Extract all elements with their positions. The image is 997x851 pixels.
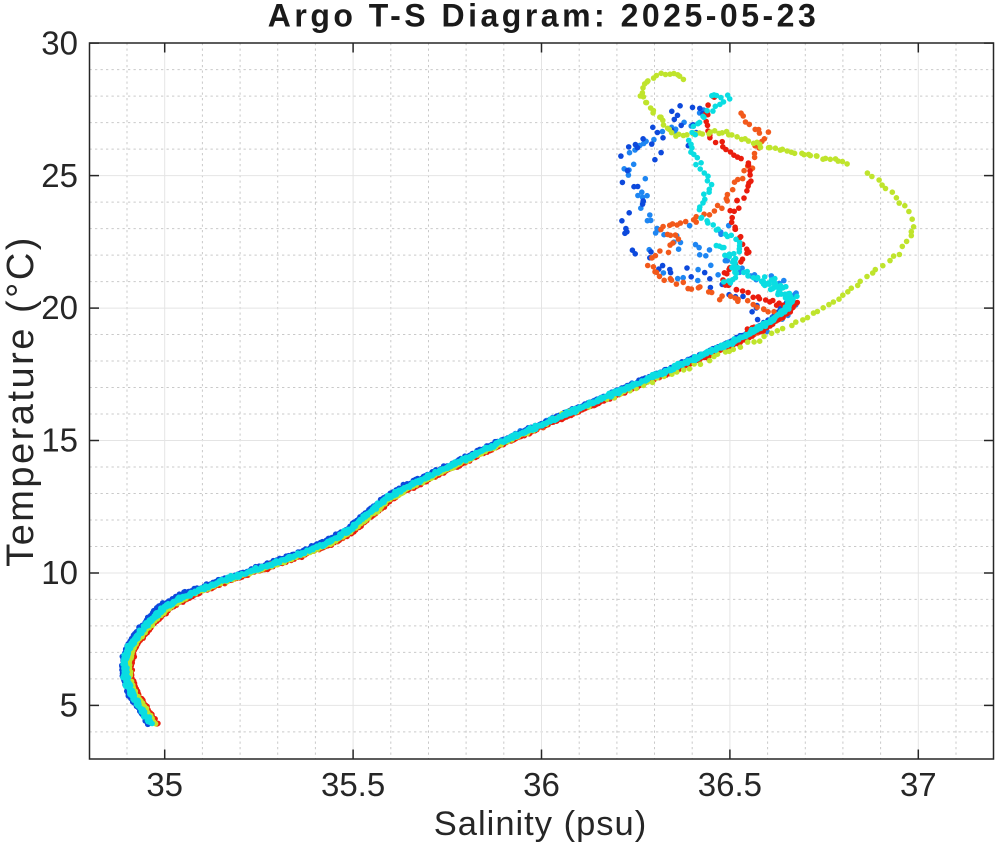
svg-text:35.5: 35.5 (321, 766, 385, 803)
svg-text:36.5: 36.5 (698, 766, 762, 803)
svg-text:5: 5 (60, 687, 78, 724)
svg-text:35: 35 (146, 766, 183, 803)
svg-text:25: 25 (41, 157, 78, 194)
svg-text:20: 20 (41, 289, 78, 326)
svg-text:Argo T-S Diagram: 2025-05-23: Argo T-S Diagram: 2025-05-23 (268, 0, 820, 34)
svg-text:10: 10 (41, 554, 78, 591)
svg-text:15: 15 (41, 422, 78, 459)
svg-text:Salinity (psu): Salinity (psu) (434, 805, 647, 843)
svg-text:30: 30 (41, 24, 78, 61)
svg-text:Temperature (°C): Temperature (°C) (0, 235, 42, 567)
svg-text:37: 37 (900, 766, 937, 803)
svg-text:36: 36 (523, 766, 560, 803)
